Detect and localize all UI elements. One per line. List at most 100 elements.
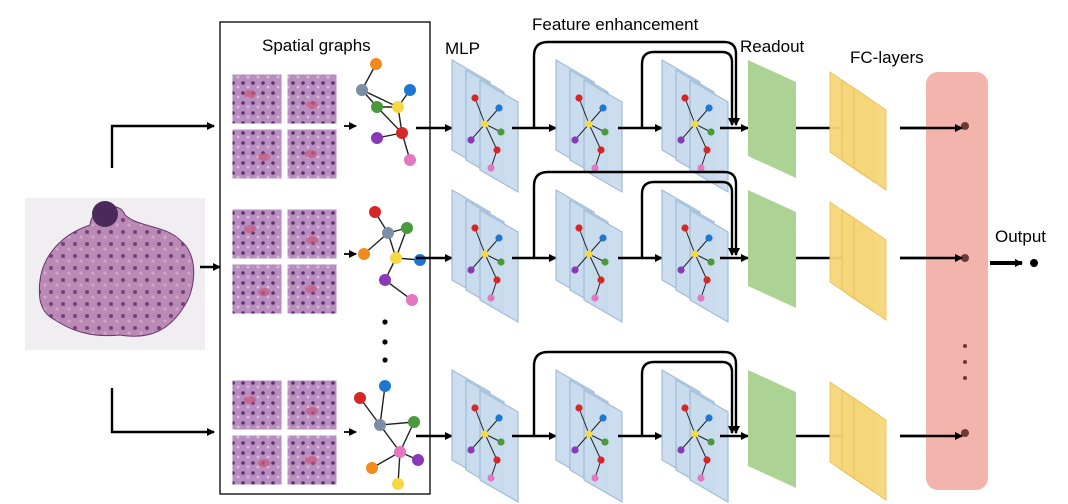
graph-node	[703, 146, 711, 154]
graph-edge	[588, 253, 602, 281]
fc-layer-plane	[853, 217, 887, 321]
graph-node	[374, 419, 386, 431]
graph-node	[601, 438, 609, 446]
output-box	[926, 72, 988, 490]
graph-node	[597, 276, 605, 284]
graph-node	[705, 234, 713, 242]
mlp-layer-stack	[451, 188, 519, 324]
histology-patch	[231, 128, 283, 180]
histology-patch	[231, 263, 283, 315]
layer-plane	[583, 208, 623, 324]
mlp-layer-stack	[451, 58, 519, 194]
graph-node	[487, 294, 495, 302]
layer-plane	[583, 388, 623, 504]
output-label: Output	[995, 227, 1046, 246]
graph-node	[601, 258, 609, 266]
graph-edge	[588, 123, 602, 151]
graph-node	[571, 136, 579, 144]
histology-patch-highlight	[305, 456, 317, 464]
fc-layer-plane	[853, 87, 887, 191]
graph-edge	[694, 123, 708, 151]
tissue-image-blob	[92, 201, 118, 227]
graph-node	[392, 478, 404, 490]
tissue-image	[38, 205, 195, 337]
graph-node	[681, 224, 689, 232]
graph-node	[585, 430, 593, 438]
graph-node	[354, 392, 366, 404]
graph-edge	[484, 123, 498, 151]
graph-node	[369, 206, 381, 218]
graph-node	[371, 132, 383, 144]
graph-edge	[578, 97, 590, 125]
spatial-graphs-label: Spatial graphs	[262, 36, 371, 55]
graph-node	[703, 456, 711, 464]
graph-edge	[484, 253, 498, 281]
graph-node	[379, 380, 391, 392]
graph-node	[493, 146, 501, 154]
graph-node	[705, 414, 713, 422]
graph-node	[366, 462, 378, 474]
graph-node	[404, 154, 416, 166]
histology-patch	[231, 208, 283, 260]
arrow-icon	[110, 388, 215, 436]
graph-edge	[578, 407, 590, 435]
graph-node	[471, 404, 479, 412]
graph-node	[707, 258, 715, 266]
graph-node	[571, 266, 579, 274]
layer-plane	[583, 78, 623, 194]
graph-node	[406, 294, 418, 306]
histology-patch-highlight	[306, 236, 318, 244]
graph-node	[601, 128, 609, 136]
graph-node	[599, 414, 607, 422]
graph-node	[591, 164, 599, 172]
graph-node	[495, 234, 503, 242]
fc-layers-label: FC-layers	[850, 48, 924, 67]
graph-node	[691, 250, 699, 258]
graph-node	[575, 404, 583, 412]
graph-node	[703, 276, 711, 284]
feature-enhancement-label: Feature enhancement	[532, 15, 699, 34]
skip-connection-arrow	[532, 170, 740, 258]
graph-node	[467, 266, 475, 274]
feature-enhancement-layer-stack	[555, 368, 623, 504]
fc-layer-stack	[829, 71, 887, 191]
histology-patch-highlight	[258, 459, 270, 467]
graph-node	[481, 120, 489, 128]
histology-patch	[286, 379, 338, 431]
graph-node	[677, 446, 685, 454]
ellipsis-dots-icon	[382, 319, 388, 325]
graph-node	[591, 294, 599, 302]
graph-node	[414, 254, 426, 266]
graph-node	[487, 164, 495, 172]
graph-node	[697, 294, 705, 302]
graph-node	[396, 127, 408, 139]
graph-edge	[484, 433, 498, 461]
graph-edge	[474, 407, 486, 435]
graph-node	[575, 94, 583, 102]
layer-plane	[479, 388, 519, 504]
graph-node	[487, 474, 495, 482]
graph-node	[358, 248, 370, 260]
fc-layer-plane	[853, 397, 887, 501]
graph-node	[597, 456, 605, 464]
graph-edge	[694, 253, 708, 281]
arrow-icon	[110, 122, 215, 168]
output-dot	[1030, 259, 1038, 267]
graph-node	[481, 430, 489, 438]
layer-plane	[689, 208, 729, 324]
graph-node	[356, 84, 368, 96]
graph-node	[575, 224, 583, 232]
graph-edge	[684, 97, 696, 125]
readout-layer	[748, 370, 796, 488]
skip-connection-arrow	[532, 350, 740, 436]
layer-plane	[689, 78, 729, 194]
graph-node	[585, 120, 593, 128]
feature-enhancement-layer-stack	[661, 188, 729, 324]
graph-edge	[694, 433, 708, 461]
histology-patch-highlight	[244, 90, 256, 98]
graph-node	[697, 164, 705, 172]
graph-node	[394, 446, 406, 458]
graph-node	[371, 101, 383, 113]
histology-patch	[231, 434, 283, 486]
histology-patch-highlight	[306, 101, 318, 109]
